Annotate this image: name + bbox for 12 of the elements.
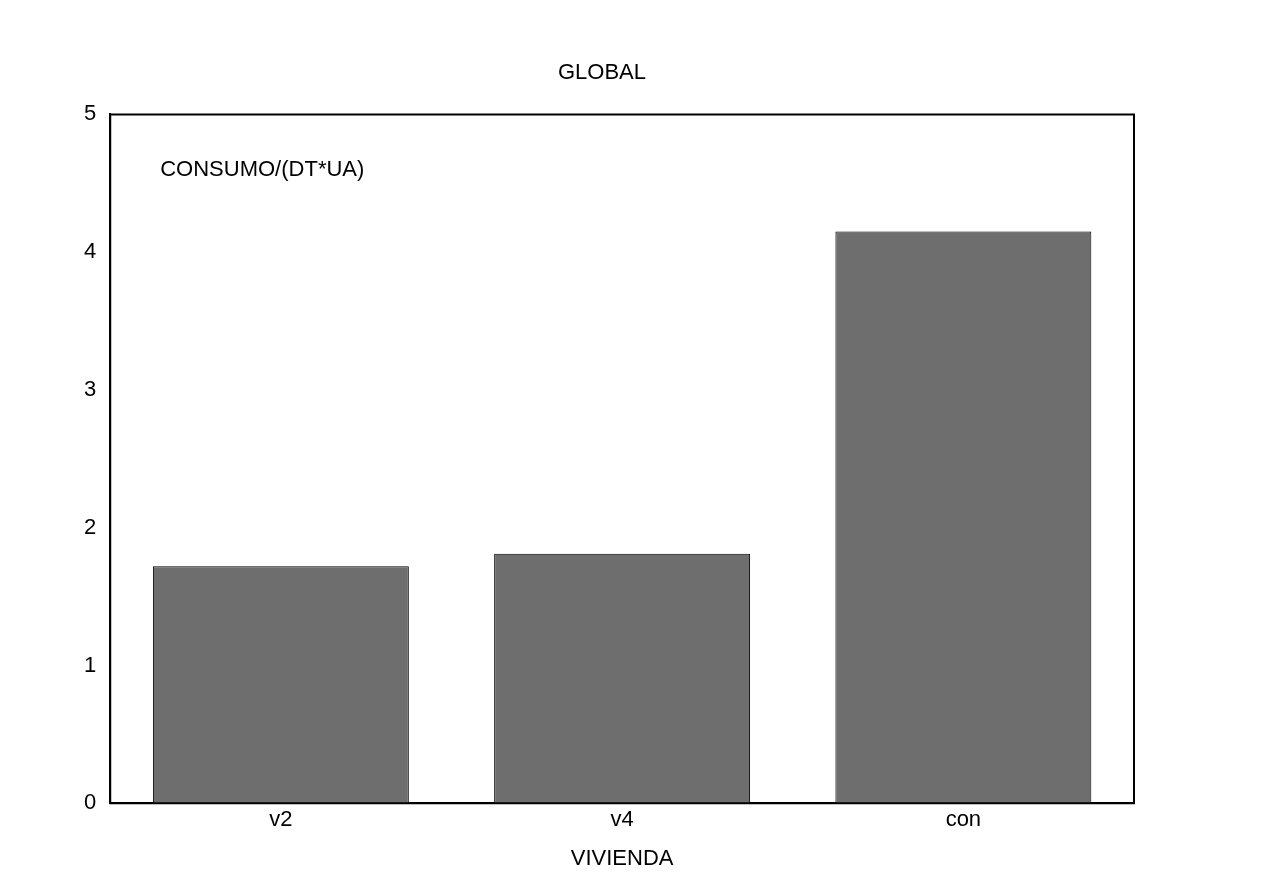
y-tick-label: 0: [83, 789, 97, 815]
y-tick-label: 3: [83, 375, 97, 401]
x-tick-label: v4: [610, 806, 634, 832]
y-tick-label: 4: [83, 238, 97, 264]
x-tick-label: con: [945, 806, 982, 832]
y-tick-label: 5: [83, 100, 97, 126]
x-axis-title: VIVIENDA: [570, 844, 674, 870]
chart-title: GLOBAL: [557, 59, 647, 85]
x-tick-label: v2: [269, 806, 293, 832]
y-axis-title: CONSUMO/(DT*UA): [160, 156, 365, 182]
y-tick-label: 1: [83, 651, 97, 677]
y-tick-label: 2: [83, 513, 97, 539]
